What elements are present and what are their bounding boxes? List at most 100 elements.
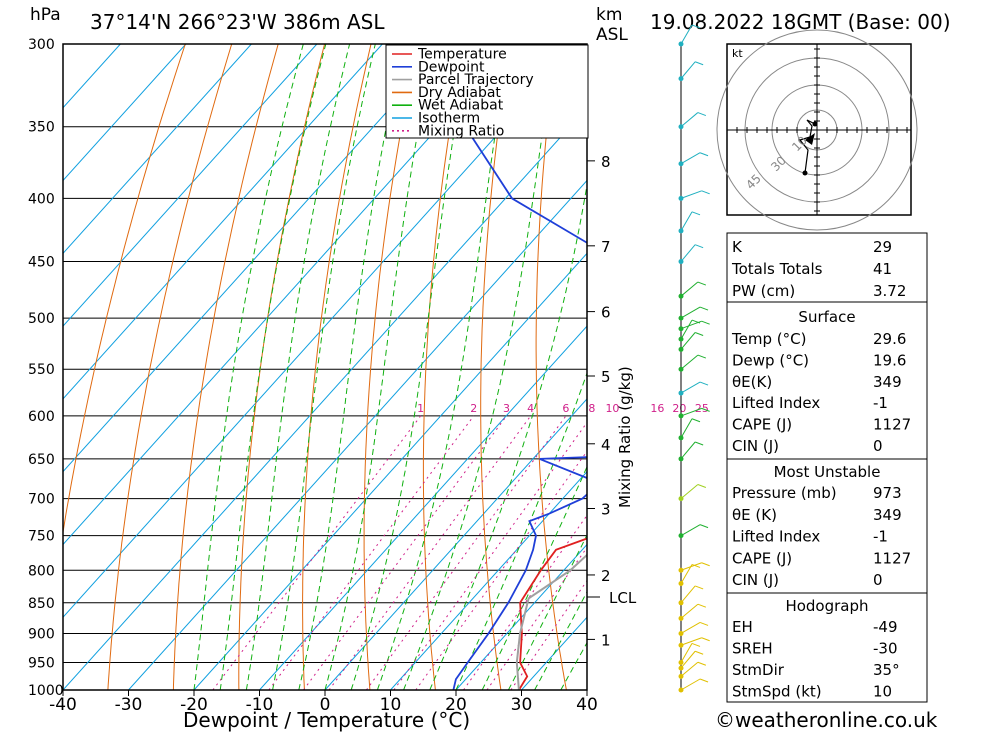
mixing-ratio-label: 1 (417, 402, 424, 415)
wind-barb-flag (698, 662, 706, 665)
series-line-dewpoint (453, 44, 679, 690)
pressure-tick-label: 550 (28, 362, 55, 378)
pressure-tick-label: 900 (28, 626, 55, 642)
wind-barb (681, 382, 700, 393)
wind-barb-flag (702, 638, 710, 641)
mixing-ratio-line (366, 416, 566, 690)
pressure-tick-label: 400 (28, 191, 55, 207)
wind-profile-column (679, 25, 710, 693)
km-tick-label: 1 (601, 631, 611, 649)
temperature-tick-label: 30 (511, 695, 533, 715)
wind-barb (681, 307, 700, 318)
wind-barb-flag (700, 679, 708, 682)
hodograph-row-label: StmSpd (kt) (732, 683, 822, 701)
hodograph-surface-point (803, 171, 808, 176)
km-tick-label: 3 (601, 500, 611, 518)
hodograph-top-point (813, 122, 818, 127)
wind-barb-flag (692, 212, 700, 215)
wind-barb (681, 442, 695, 459)
surface-row-label: CIN (J) (732, 437, 779, 455)
site-credit: ©weatheronline.co.uk (715, 708, 938, 732)
wind-barb (681, 113, 698, 127)
x-axis-title: Dewpoint / Temperature (°C) (183, 708, 470, 732)
pressure-tick-label: 850 (28, 596, 55, 612)
wind-barb (681, 355, 698, 369)
lcl-label: LCL (609, 589, 637, 607)
index-row-label: Totals Totals (731, 260, 823, 278)
wind-barb-flag (700, 153, 708, 156)
hodograph-row-value: 35° (873, 661, 900, 679)
mixing-ratio-label: 20 (672, 402, 686, 415)
km-axis-label: km (596, 5, 622, 25)
mixing-ratio-label: 8 (588, 402, 595, 415)
index-row-label: PW (cm) (732, 282, 795, 300)
mixing-ratio-label: 2 (470, 402, 477, 415)
mixing-ratio-line (329, 416, 531, 690)
most-unstable-row-value: 0 (873, 571, 883, 589)
isotherm-line (0, 44, 382, 690)
wet-adiabat-line (220, 44, 326, 690)
wet-adiabat-line (351, 44, 469, 690)
hodograph-row-value: 10 (873, 683, 892, 701)
most-unstable-row-value: -1 (873, 528, 888, 546)
most-unstable-row-value: 973 (873, 484, 902, 502)
pressure-tick-label: 700 (28, 492, 55, 508)
km-tick-label: 8 (601, 153, 611, 171)
surface-section-title: Surface (798, 308, 855, 326)
km-tick-label: 6 (601, 304, 611, 322)
km-tick-label: 5 (601, 368, 611, 386)
wind-barb-flag (692, 643, 700, 646)
hodograph-row-label: EH (732, 618, 753, 636)
pressure-tick-label: 800 (28, 563, 55, 579)
most-unstable-row-label: CIN (J) (732, 571, 779, 589)
surface-row-value: 29.6 (873, 330, 906, 348)
most-unstable-row-label: CAPE (J) (732, 549, 792, 567)
plot-frame (63, 44, 587, 690)
mixing-ratio-label: 4 (527, 402, 534, 415)
temperature-tick-label: 40 (576, 695, 598, 715)
km-tick-label: 7 (601, 238, 611, 256)
surface-row-value: 0 (873, 437, 883, 455)
asl-axis-label: ASL (596, 25, 628, 45)
isotherm-line (194, 44, 775, 690)
km-tick-label: 2 (601, 567, 611, 585)
wind-barb (681, 191, 702, 199)
km-tick-label: 4 (601, 436, 611, 454)
hodograph-row-label: SREH (732, 640, 773, 658)
dry-adiabat-line (108, 44, 232, 690)
wind-barb (681, 245, 695, 262)
isotherm-line (0, 44, 120, 690)
wind-barb-flag (702, 191, 710, 194)
most-unstable-row-label: Pressure (mb) (732, 484, 837, 502)
pressure-tick-label: 750 (28, 529, 55, 545)
pressure-tick-label: 650 (28, 452, 55, 468)
wind-barb (681, 622, 700, 633)
wet-adiabat-line (430, 44, 609, 690)
wind-barb-flag (698, 484, 706, 487)
pressure-tick-label: 500 (28, 311, 55, 327)
wet-adiabat-line (246, 44, 349, 690)
dry-adiabat-line (173, 44, 278, 690)
most-unstable-row-value: 1127 (873, 549, 911, 567)
surface-row-label: θE(K) (732, 373, 772, 391)
surface-row-label: Temp (°C) (731, 330, 806, 348)
dry-adiabat-line (536, 44, 566, 690)
surface-row-label: Lifted Index (732, 394, 820, 412)
datetime-title: 19.08.2022 18GMT (Base: 00) (650, 10, 951, 34)
wind-barb (681, 212, 692, 231)
most-unstable-row-value: 349 (873, 506, 902, 524)
wind-barb (681, 564, 692, 583)
wind-barb-flag (695, 245, 703, 248)
index-row-label: K (732, 238, 743, 256)
mixing-ratio-label: 16 (650, 402, 664, 415)
wind-barb (681, 679, 700, 690)
mixing-ratio-line (303, 416, 506, 690)
wind-barb (681, 419, 692, 438)
hodograph-unit-label: kt (732, 47, 743, 60)
wind-barb-flag (698, 113, 706, 116)
most-unstable-section-title: Most Unstable (774, 463, 881, 481)
wind-barb (681, 62, 695, 79)
